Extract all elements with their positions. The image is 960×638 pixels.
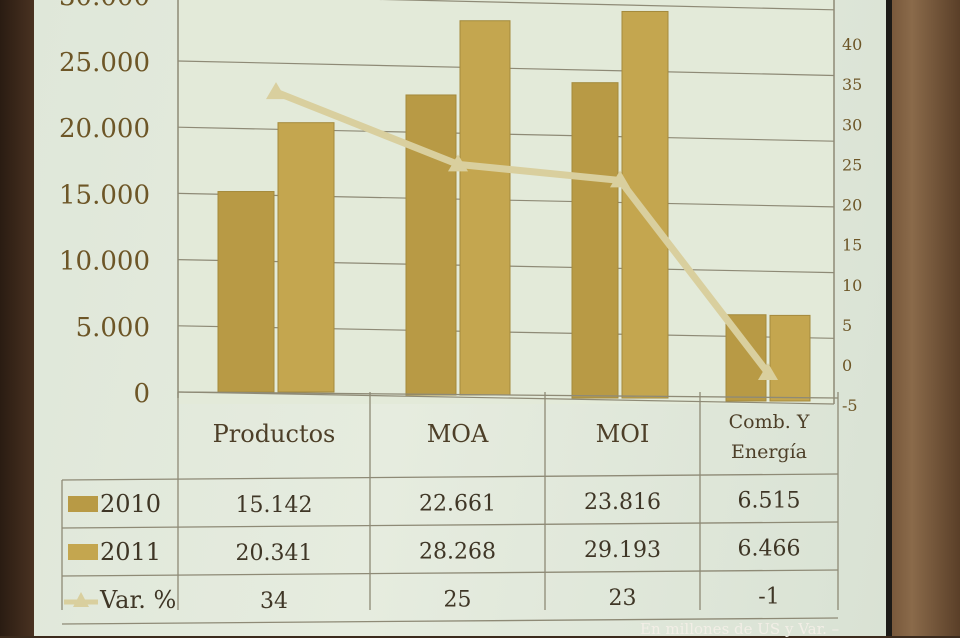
table-cell: 28.268	[419, 540, 496, 565]
left-tick-label: 20.000	[59, 114, 150, 144]
left-tick-label: 15.000	[59, 180, 150, 210]
bar-2010	[571, 82, 619, 399]
table-cell: -1	[758, 585, 779, 610]
var-marker	[448, 154, 468, 172]
gridline	[379, 0, 835, 11]
table-cell: 25	[444, 588, 472, 613]
legend-label: Var. %	[99, 586, 176, 614]
var-marker	[266, 82, 286, 100]
right-tick-label: -5	[842, 396, 858, 415]
table-cell: 15.142	[236, 493, 313, 518]
bar-2010	[217, 191, 275, 393]
table-row-line	[61, 569, 839, 577]
var-marker	[610, 170, 630, 188]
table-cell: 6.515	[738, 489, 801, 514]
left-tick-label: 30.000	[59, 0, 150, 12]
right-tick-label: 25	[842, 155, 862, 174]
bar-2011	[277, 122, 335, 393]
table-cell: 6.466	[738, 537, 801, 562]
right-tick-label: 5	[842, 316, 852, 335]
var-line	[274, 88, 771, 376]
bar-2011	[459, 20, 511, 396]
right-tick-label: 35	[842, 75, 862, 94]
wall-left	[0, 0, 36, 636]
table-row-line	[61, 473, 839, 481]
right-tick-label: 0	[842, 356, 852, 375]
legend-label: 2011	[100, 538, 161, 566]
right-tick-label: 10	[842, 276, 862, 295]
table-row-line	[177, 391, 839, 399]
table-row-line	[61, 521, 839, 529]
legend-label: 2010	[100, 490, 161, 518]
bar-2010	[405, 94, 457, 396]
table-cell: 34	[260, 589, 288, 614]
var-marker	[758, 363, 778, 381]
category-label: MOI	[596, 420, 650, 448]
right-tick-label: 30	[842, 115, 862, 134]
table-cell: 23.816	[584, 490, 661, 515]
right-tick-label: 15	[842, 236, 862, 255]
category-label: Productos	[213, 420, 336, 448]
legend-swatch	[68, 544, 98, 560]
category-label: Energía	[731, 441, 807, 463]
table-cell: 22.661	[419, 492, 496, 517]
right-tick-label: 20	[842, 196, 862, 215]
left-tick-label: 0	[133, 379, 150, 409]
bar-2011	[769, 314, 811, 402]
legend-swatch	[68, 496, 98, 512]
wall-right	[880, 0, 960, 636]
gridline	[177, 391, 835, 405]
left-tick-label: 5.000	[76, 313, 150, 343]
category-label: MOA	[427, 420, 489, 448]
right-tick-label: 40	[842, 35, 862, 54]
left-tick-label: 10.000	[59, 247, 150, 277]
left-tick-label: 25.000	[59, 48, 150, 78]
table-cell: 20.341	[236, 541, 313, 566]
table-row-line	[61, 617, 839, 625]
footnote: En millones de US y Var. –	[640, 620, 840, 638]
table-cell: 29.193	[584, 538, 661, 563]
table-cell: 23	[609, 586, 637, 611]
bar-2011	[621, 10, 669, 399]
legend-marker	[73, 592, 89, 607]
category-label: Comb. Y	[729, 411, 810, 433]
